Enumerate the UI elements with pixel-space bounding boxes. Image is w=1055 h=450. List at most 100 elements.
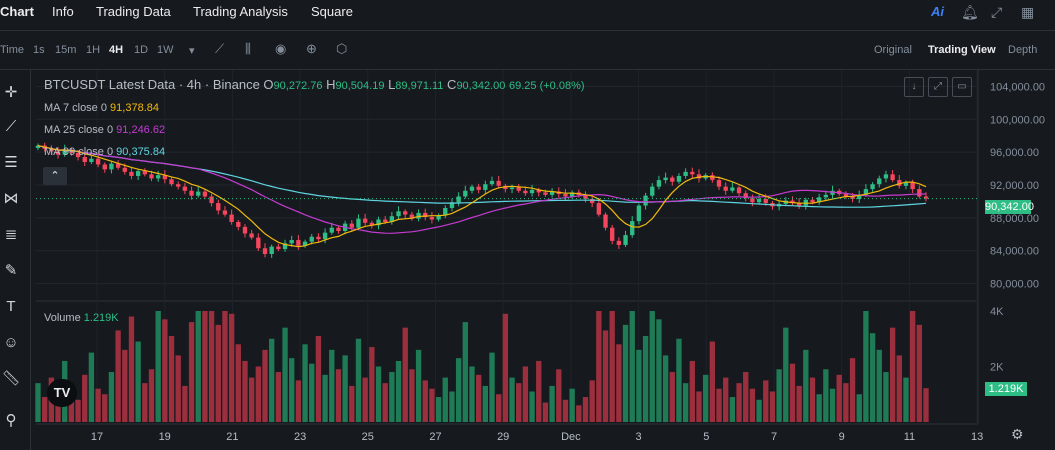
view-original[interactable]: Original <box>874 44 912 56</box>
candle-body <box>503 185 508 190</box>
chart-settings-icon[interactable]: ⚙︎ <box>1011 426 1024 442</box>
candle-body <box>169 179 174 185</box>
ma7-legend[interactable]: MA 7 close 0 91,378.84 <box>44 102 159 114</box>
candle-body <box>883 174 889 179</box>
volume-value: 1.219K <box>83 312 119 324</box>
more-intervals-icon[interactable]: ▾ <box>189 45 195 57</box>
move-down-icon[interactable]: ↓ <box>904 77 924 97</box>
restore-pane-icon[interactable]: ▭ <box>952 77 972 97</box>
candle-body <box>162 175 168 180</box>
volume-bar <box>889 327 896 422</box>
volume-bar <box>896 355 902 422</box>
candle-body <box>850 196 855 199</box>
candle-body <box>349 223 354 228</box>
volume-bar <box>536 360 542 422</box>
volume-bar <box>783 327 789 422</box>
volume-bar <box>582 397 589 422</box>
candle-body <box>356 218 361 228</box>
candle-body <box>710 175 715 181</box>
volume-bar <box>776 369 782 422</box>
crosshair-icon[interactable]: ✛ <box>4 84 18 101</box>
volume-bar <box>409 369 415 422</box>
volume-bar <box>549 385 555 422</box>
volume-bar <box>115 330 121 422</box>
candle-body <box>636 205 642 222</box>
candle-type-icon[interactable]: ⫼ <box>245 41 251 56</box>
interval-4h[interactable]: 4H <box>109 44 124 56</box>
ai-icon[interactable]: Ai <box>931 4 944 19</box>
volume-bar <box>349 385 355 422</box>
ma25-legend[interactable]: MA 25 close 0 91,246.62 <box>44 124 166 136</box>
interval-15m[interactable]: 15m <box>55 44 77 56</box>
tab-trading-analysis[interactable]: Trading Analysis <box>193 4 288 19</box>
volume-bar <box>469 366 475 422</box>
pattern-icon[interactable]: ⋈ <box>3 190 19 207</box>
volume-bar <box>849 358 856 422</box>
zoom-icon[interactable]: ⚲ <box>5 412 17 429</box>
tab-square[interactable]: Square <box>311 4 353 19</box>
collapse-legend-button[interactable]: ⌃ <box>43 167 67 185</box>
candle-body <box>923 196 929 199</box>
candle-body <box>863 189 869 195</box>
tab-info[interactable]: Info <box>52 4 74 19</box>
interval-1s[interactable]: 1s <box>33 44 45 56</box>
candle-body <box>276 246 281 250</box>
tab-trading-data[interactable]: Trading Data <box>96 4 171 19</box>
time-tick-label: 19 <box>159 431 171 443</box>
volume-bar <box>609 311 615 422</box>
candle-body <box>589 198 595 204</box>
volume-bar <box>763 380 769 422</box>
trendline-icon[interactable]: ⟋ <box>5 118 17 135</box>
ma99-legend[interactable]: MA 99 close 0 90,375.84 <box>44 146 166 158</box>
emoji-icon[interactable]: ☺ <box>3 334 19 351</box>
volume-bar <box>429 388 435 422</box>
candle-body <box>35 145 41 149</box>
add-icon[interactable]: ⊕ <box>306 41 317 56</box>
view-depth[interactable]: Depth <box>1008 44 1038 56</box>
candle-body <box>443 208 448 216</box>
candle-body <box>102 164 107 170</box>
volume-bar <box>82 374 88 422</box>
text-tool-icon[interactable]: T <box>6 298 16 315</box>
candle-body <box>857 194 862 199</box>
interval-1h[interactable]: 1H <box>86 44 101 56</box>
view-trading-view[interactable]: Trading View <box>928 44 996 56</box>
horizontal-lines-icon[interactable]: ☰ <box>4 154 18 171</box>
candle-body <box>650 186 655 196</box>
candle-body <box>429 217 435 220</box>
bell-icon[interactable]: 🔔︎ <box>961 4 979 20</box>
volume-bar <box>135 341 141 422</box>
volume-bar <box>749 388 756 422</box>
price-tick-label: 92,000.00 <box>990 180 1039 192</box>
volume-bar <box>649 311 655 422</box>
candle-body <box>82 157 87 162</box>
interval-time[interactable]: Time <box>0 44 25 56</box>
candle-body <box>389 216 395 222</box>
time-tick-label: 29 <box>497 431 509 443</box>
volume-bar <box>629 311 635 422</box>
volume-bar <box>295 380 302 422</box>
volume-bar <box>823 369 829 422</box>
indicator-icon[interactable]: ⟋ <box>215 41 225 56</box>
volume-bar <box>188 322 195 422</box>
candle-body <box>483 184 488 190</box>
candle-body <box>823 194 829 198</box>
ruler-icon[interactable]: 📏︎ <box>1 370 21 387</box>
interval-1w[interactable]: 1W <box>157 44 174 56</box>
candle-body <box>262 248 268 254</box>
candle-body <box>509 187 515 190</box>
expand-icon[interactable]: ⤢ <box>991 4 1003 20</box>
grid-icon[interactable]: ▦ <box>1021 4 1035 20</box>
price-tick-label: 100,000.00 <box>990 114 1045 126</box>
volume-bar <box>402 327 408 422</box>
brush-icon[interactable]: ✎ <box>4 262 18 279</box>
fib-icon[interactable]: ≣ <box>4 226 18 243</box>
maximize-pane-icon[interactable]: ⤢ <box>928 77 948 97</box>
volume-bar <box>903 377 909 422</box>
tab-chart[interactable]: Chart <box>0 4 34 19</box>
interval-1d[interactable]: 1D <box>134 44 149 56</box>
camera-icon[interactable]: ◉ <box>275 41 287 56</box>
volume-bar <box>275 372 282 422</box>
settings-hex-icon[interactable]: ⬡ <box>336 41 348 56</box>
